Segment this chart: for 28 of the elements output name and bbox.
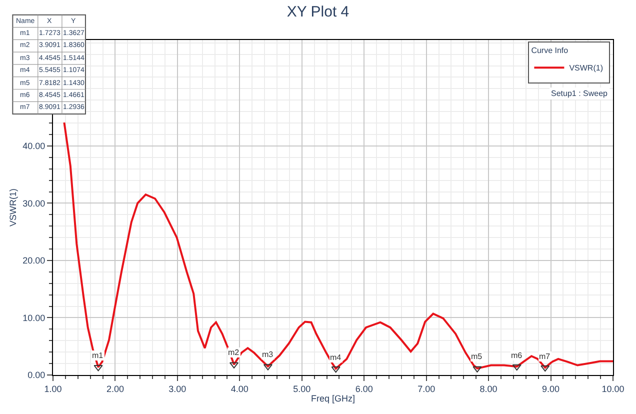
data-label: m1 xyxy=(92,351,104,360)
y-tick-label: 10.00 xyxy=(22,312,46,323)
data-label: m2 xyxy=(228,348,240,357)
data-label: m5 xyxy=(471,352,483,361)
x-tick-label: 1.00 xyxy=(44,384,62,394)
x-tick-label: 6.00 xyxy=(355,384,373,394)
x-tick-label: 10.00 xyxy=(602,384,624,394)
x-axis-title: Freq [GHz] xyxy=(310,394,356,404)
annotation: Setup1 : Sweep xyxy=(551,89,608,98)
data-label: m3 xyxy=(262,350,274,359)
y-tick-label: 0.00 xyxy=(28,370,46,380)
legend-title: Curve Info xyxy=(531,46,569,56)
x-tick-label: 5.00 xyxy=(293,384,311,394)
x-tick-label: 3.00 xyxy=(168,384,186,394)
x-tick-label: 7.00 xyxy=(418,384,436,394)
data-label: m7 xyxy=(539,352,551,361)
x-tick-label: 8.00 xyxy=(480,384,498,394)
data-label: m4 xyxy=(330,353,342,362)
chart-title: XY Plot 4 xyxy=(286,4,350,21)
data-label: m6 xyxy=(511,351,523,360)
y-tick-label: 40.00 xyxy=(22,141,46,152)
legend-label: VSWR(1) xyxy=(569,64,604,73)
y-tick-label: 20.00 xyxy=(22,256,46,266)
x-tick-label: 9.00 xyxy=(542,384,560,394)
y-tick-label: 30.00 xyxy=(22,198,46,208)
y-axis-title: VSWR(1) xyxy=(8,188,18,226)
x-tick-label: 2.00 xyxy=(106,384,124,394)
x-tick-label: 4.00 xyxy=(230,384,248,394)
